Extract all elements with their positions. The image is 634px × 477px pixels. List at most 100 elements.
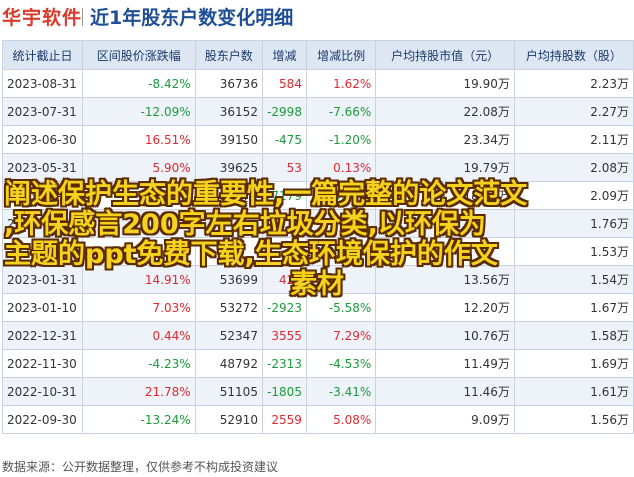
table-row: 2022-10-31 21.78% 51105 -1805 -3.41% 11.46万 1.… (2, 377, 634, 406)
cell-ratio (305, 265, 377, 294)
cell-delta: -2923 (261, 293, 307, 322)
cell-date: 2023-01-10 (2, 293, 83, 322)
cell-date: 2023-03-31 (2, 209, 83, 238)
cell-holders: 53272 (194, 293, 263, 322)
cell-avg-shares: 1.58万 (513, 321, 634, 350)
page-title: 近1年股东户数变化明细 (90, 7, 294, 29)
cell-delta: -475 (261, 125, 307, 154)
cell-avg-value (375, 237, 515, 266)
cell-delta (261, 209, 307, 238)
holders-table: 统计截止日 区间股价涨跌幅 股东户数 增减 增减比例 户均持股市值（元） 户均持… (2, 40, 634, 434)
cell-avg-value (375, 209, 515, 238)
cell-holders: 48792 (194, 349, 263, 378)
cell-avg-value: 13.56万 (375, 265, 515, 294)
col-ratio[interactable]: 增减比例 (305, 40, 377, 70)
cell-ratio: -15.39% (305, 181, 377, 210)
col-date[interactable]: 统计截止日 (2, 40, 83, 70)
cell-ratio: 0.13% (305, 153, 377, 182)
cell-delta: 3555 (261, 321, 307, 350)
cell-date: 2023-08-31 (2, 69, 83, 98)
cell-avg-value: 23.34万 (375, 125, 515, 154)
cell-avg-value: 11.49万 (375, 349, 515, 378)
cell-date: 2023-05-31 (2, 153, 83, 182)
cell-ratio: 5.08% (305, 405, 377, 434)
cell-holders: 52910 (194, 405, 263, 434)
cell-avg-shares: 1.56万 (513, 405, 634, 434)
cell-delta: 427 (261, 265, 307, 294)
cell-holders: 51105 (194, 377, 263, 406)
cell-date: 2023-04-28 (2, 181, 83, 210)
cell-ratio: -3.41% (305, 237, 377, 266)
cell-avg-shares: 2.23万 (513, 69, 634, 98)
cell-avg-value: 22.08万 (375, 97, 515, 126)
cell-price-change: -12.09% (81, 97, 196, 126)
cell-ratio: -5.58% (305, 293, 377, 322)
cell-price-change: 7.03% (81, 293, 196, 322)
col-holders[interactable]: 股东户数 (194, 40, 263, 70)
cell-avg-value: 19.79万 (375, 153, 515, 182)
cell-holders: 53699 (194, 265, 263, 294)
cell-ratio: -1.20% (305, 125, 377, 154)
table-row: 2023-05-31 5.90% 39625 53 0.13% 19.79万 2.08万 (2, 153, 634, 182)
table-row: 2023-01-31 14.91% 53699 427 13.56万 1.54万 (2, 265, 634, 294)
cell-delta: -1805 (261, 377, 307, 406)
cell-ratio: 7.29% (305, 321, 377, 350)
cell-delta: -2998 (261, 97, 307, 126)
col-avg-shares[interactable]: 户均持股数（股） (513, 40, 634, 70)
table-row: 2023-07-31 -12.09% 36152 -2998 -7.66% 22.08万 2… (2, 97, 634, 126)
cell-date: 2022-10-31 (2, 377, 83, 406)
cell-delta (261, 237, 307, 266)
cell-price-change: -13.24% (81, 405, 196, 434)
table-row: 2023-04-28 -12.43% 39572 -7179 -15.39% 18.67万… (2, 181, 634, 210)
cell-avg-shares: 1.53万 (513, 237, 634, 266)
cell-price-change: 16.51% (81, 125, 196, 154)
cell-date: 2022-09-30 (2, 405, 83, 434)
cell-price-change: 5.90% (81, 153, 196, 182)
brand-name: 华宇软件 (2, 7, 83, 29)
cell-avg-value: 18.67万 (375, 181, 515, 210)
cell-date: 2023-07-31 (2, 97, 83, 126)
cell-holders (194, 209, 263, 238)
cell-price-change: 21.78% (81, 377, 196, 406)
cell-date: 2022-12-31 (2, 321, 83, 350)
cell-avg-shares: 1.61万 (513, 377, 634, 406)
table-row: 2023-02-28 -3.41% 1.53万 (2, 237, 634, 266)
cell-ratio: -4.53% (305, 349, 377, 378)
table-row: 2023-03-31 1.76万 (2, 209, 634, 238)
cell-price-change: -8.42% (81, 69, 196, 98)
cell-delta: -7179 (261, 181, 307, 210)
table-row: 2022-12-31 0.44% 52347 3555 7.29% 10.76万 1.58万 (2, 321, 634, 350)
cell-date: 2023-02-28 (2, 237, 83, 266)
cell-date: 2022-11-30 (2, 349, 83, 378)
cell-price-change: 0.44% (81, 321, 196, 350)
col-price-change[interactable]: 区间股价涨跌幅 (81, 40, 196, 70)
cell-ratio: -3.41% (305, 377, 377, 406)
table-row: 2022-11-30 -4.23% 48792 -2313 -4.53% 11.49万 1.… (2, 349, 634, 378)
table-row: 2022-09-30 -13.24% 52910 2559 5.08% 9.09万 1.56… (2, 405, 634, 434)
cell-avg-shares: 1.76万 (513, 209, 634, 238)
cell-delta: 53 (261, 153, 307, 182)
cell-avg-shares: 2.11万 (513, 125, 634, 154)
cell-ratio: 1.62% (305, 69, 377, 98)
cell-price-change: -12.43% (81, 181, 196, 210)
cell-avg-shares: 1.67万 (513, 293, 634, 322)
cell-avg-value: 10.76万 (375, 321, 515, 350)
cell-price-change: -4.23% (81, 349, 196, 378)
table-header-row: 统计截止日 区间股价涨跌幅 股东户数 增减 增减比例 户均持股市值（元） 户均持… (2, 40, 634, 70)
cell-holders: 39150 (194, 125, 263, 154)
cell-holders: 36736 (194, 69, 263, 98)
cell-delta: -2313 (261, 349, 307, 378)
cell-avg-shares: 2.08万 (513, 153, 634, 182)
page-header: 华宇软件 近1年股东户数变化明细 (0, 0, 634, 34)
table-row: 2023-06-30 16.51% 39150 -475 -1.20% 23.34万 2.1… (2, 125, 634, 154)
data-source-note: 数据来源：公开数据整理，仅供参考不构成投资建议 (2, 460, 279, 474)
cell-ratio (305, 209, 377, 238)
col-delta[interactable]: 增减 (261, 40, 307, 70)
cell-delta: 584 (261, 69, 307, 98)
cell-avg-value: 11.46万 (375, 377, 515, 406)
col-avg-value[interactable]: 户均持股市值（元） (375, 40, 515, 70)
cell-holders: 39625 (194, 153, 263, 182)
cell-price-change (81, 209, 196, 238)
cell-avg-shares: 2.27万 (513, 97, 634, 126)
table-row: 2023-08-31 -8.42% 36736 584 1.62% 19.90万 2.23万 (2, 69, 634, 98)
